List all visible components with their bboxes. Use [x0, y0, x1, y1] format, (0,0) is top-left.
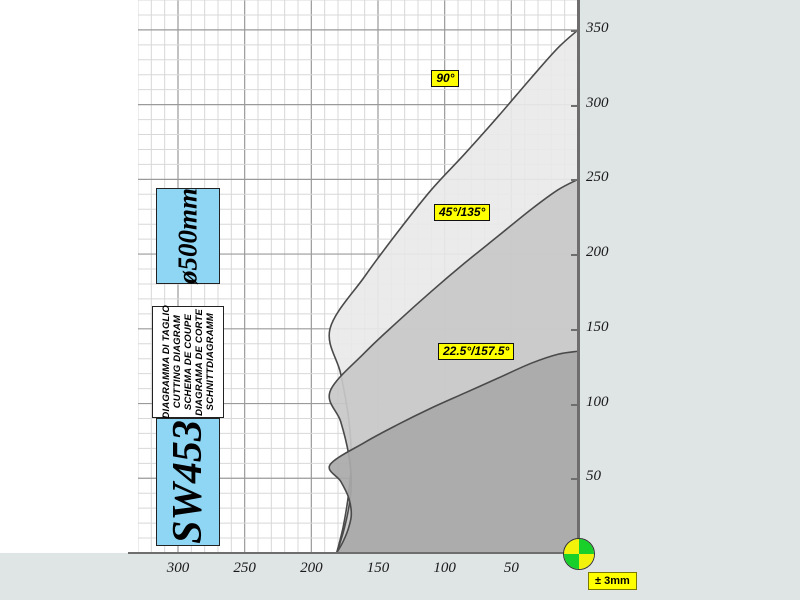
model-block: SW453	[156, 418, 220, 546]
lang-label-fr: SCHEMA DE COUPE	[182, 313, 194, 411]
marker-quadrant-bottom-right	[579, 554, 594, 569]
angle-badge-1: 45°/135°	[434, 204, 491, 222]
y-tick-200: 200	[586, 244, 609, 261]
language-legend-block: DIAGRAMMA DI TAGLIO CUTTING DIAGRAM SCHE…	[152, 305, 224, 419]
bottom-axis-panel	[0, 553, 800, 600]
angle-badge-0: 90°	[431, 69, 460, 87]
lang-label-es: DIAGRAMA DE CORTE	[193, 308, 205, 416]
y-tick-100: 100	[586, 393, 609, 410]
diameter-block: ø500mm	[156, 188, 220, 284]
right-side-panel	[578, 0, 800, 600]
y-tick-mark	[571, 478, 578, 481]
x-tick-50: 50	[503, 560, 519, 576]
y-tick-150: 150	[586, 318, 609, 335]
tolerance-badge: ± 3mm	[588, 572, 637, 590]
y-tick-50: 50	[586, 468, 601, 485]
marker-quadrant-top-left	[564, 539, 579, 554]
lang-label-en: CUTTING DIAGRAM	[171, 315, 183, 409]
y-tick-mark	[571, 254, 578, 257]
angle-badge-2: 22.5°/157.5°	[438, 343, 515, 361]
y-tick-mark	[571, 104, 578, 107]
x-tick-150: 150	[366, 560, 390, 576]
y-tick-mark	[571, 29, 578, 32]
y-tick-mark	[571, 403, 578, 406]
x-tick-200: 200	[300, 560, 323, 576]
origin-quadrant-marker	[563, 538, 595, 570]
lang-label-it: DIAGRAMMA DI TAGLIO	[160, 305, 172, 419]
y-axis-line	[577, 0, 580, 556]
x-tick-250: 250	[233, 560, 256, 576]
x-axis-line	[128, 552, 580, 554]
lang-label-de: SCHNITTDIAGRAMM	[204, 313, 216, 411]
y-tick-300: 300	[586, 94, 609, 111]
marker-quadrant-top-right	[579, 539, 594, 554]
y-tick-mark	[571, 328, 578, 331]
curve-22-5--157-5-	[328, 350, 578, 553]
chart-curves	[328, 29, 578, 553]
x-tick-100: 100	[433, 560, 456, 576]
x-tick-300: 300	[166, 560, 190, 576]
y-tick-250: 250	[586, 169, 609, 186]
y-tick-350: 350	[586, 19, 609, 36]
y-tick-mark	[571, 179, 578, 182]
left-white-area	[0, 0, 138, 553]
diameter-label: ø500mm	[172, 187, 203, 285]
marker-quadrant-bottom-left	[564, 554, 579, 569]
model-label: SW453	[165, 420, 211, 544]
